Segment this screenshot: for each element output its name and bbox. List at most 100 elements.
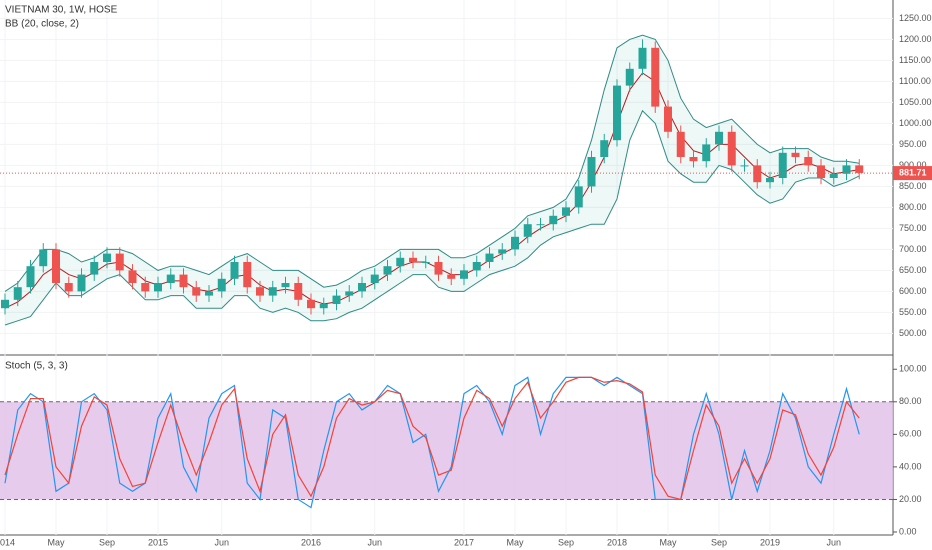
candle-body	[13, 287, 22, 300]
candle-body	[128, 270, 137, 283]
candle-body	[166, 274, 175, 283]
candle-body	[829, 173, 838, 178]
candle-body	[804, 157, 813, 166]
candle-body	[281, 283, 290, 288]
y-tick-label: 1250.00	[899, 13, 932, 23]
candle-body	[766, 178, 774, 183]
candle-body	[817, 165, 825, 178]
candle-body	[472, 262, 481, 271]
candle-body	[549, 215, 558, 225]
candle-body	[192, 287, 201, 296]
candle-body	[625, 68, 634, 86]
bb-lower	[4, 109, 860, 326]
y-tick-label: 100.00	[899, 364, 927, 374]
candle-body	[370, 274, 379, 283]
candle-body	[230, 262, 239, 279]
last-price-label: 881.71	[899, 167, 927, 177]
candle-body	[243, 262, 252, 288]
candle-body	[638, 47, 647, 69]
y-tick-label: 1100.00	[899, 76, 931, 86]
candle-body	[332, 295, 341, 304]
bb-basis	[4, 72, 860, 309]
chart-title: VIETNAM 30, 1W, HOSE	[5, 5, 118, 16]
y-tick-label: 650.00	[899, 265, 927, 275]
candle-body	[740, 165, 749, 167]
stoch-label: Stoch (5, 3, 3)	[5, 361, 68, 372]
candle-body	[434, 262, 443, 275]
candle-body	[664, 106, 672, 132]
candle-body	[115, 253, 124, 271]
y-tick-label: 40.00	[899, 461, 922, 471]
candle-body	[587, 157, 596, 187]
x-tick-label: Jun	[826, 537, 841, 547]
candle-body	[179, 274, 188, 288]
candle-body	[26, 266, 35, 288]
candle-body	[676, 131, 685, 157]
candle-body	[205, 291, 213, 296]
candle-body	[715, 131, 723, 145]
x-tick-label: May	[47, 537, 65, 547]
candle-body	[141, 283, 150, 292]
y-tick-label: 900.00	[899, 160, 927, 170]
x-tick-label: 2016	[301, 537, 321, 547]
candle-body	[383, 266, 392, 275]
x-tick-label: May	[659, 537, 677, 547]
y-tick-label: 950.00	[899, 139, 927, 149]
candle-body	[511, 236, 519, 250]
candle-body	[855, 165, 864, 173]
x-tick-label: 2017	[454, 537, 474, 547]
candle-body	[358, 283, 366, 292]
candle-body	[77, 274, 86, 292]
candle-body	[447, 274, 456, 279]
candle-body	[600, 140, 609, 157]
candle-body	[574, 186, 583, 208]
candle-body	[485, 253, 494, 262]
candle-body	[52, 249, 60, 283]
candle-body	[842, 165, 851, 174]
candle-body	[90, 262, 99, 275]
stoch-k	[4, 376, 860, 509]
bb-fill	[5, 35, 860, 325]
stoch-d	[4, 376, 860, 501]
x-tick-label: Jun	[367, 537, 382, 547]
y-tick-label: 1000.00	[899, 118, 932, 128]
candle-body	[154, 283, 162, 292]
y-tick-label: 60.00	[899, 429, 922, 439]
y-tick-label: 550.00	[899, 307, 927, 317]
candle-body	[562, 207, 570, 216]
x-tick-label: May	[506, 537, 524, 547]
y-tick-label: 500.00	[899, 328, 927, 338]
candle-body	[217, 278, 226, 292]
candle-body	[460, 270, 468, 279]
candle-body	[498, 249, 507, 254]
x-tick-label: 2018	[607, 537, 627, 547]
candle-body	[791, 152, 800, 157]
candle-body	[421, 262, 430, 263]
y-tick-label: 1050.00	[899, 97, 932, 107]
x-tick-label: Sep	[558, 537, 574, 547]
candle-body	[753, 165, 762, 183]
x-tick-label: 2019	[760, 537, 780, 547]
candle-body	[268, 287, 277, 296]
y-tick-label: 800.00	[899, 202, 927, 212]
x-tick-label: Jun	[214, 537, 229, 547]
candle-body	[307, 299, 315, 309]
indicator-label: BB (20, close, 2)	[5, 19, 79, 30]
candle-body	[536, 224, 545, 226]
candle-body	[1, 299, 9, 309]
x-tick-label: Sep	[711, 537, 727, 547]
y-tick-label: 750.00	[899, 223, 927, 233]
candle-body	[103, 253, 111, 262]
candle-body	[523, 224, 532, 237]
y-tick-label: 1200.00	[899, 34, 932, 44]
candle-body	[651, 47, 660, 107]
candle-body	[39, 249, 48, 267]
last-price-tag	[893, 166, 932, 181]
y-tick-label: 600.00	[899, 286, 927, 296]
candle-body	[294, 283, 303, 300]
candle-body	[702, 144, 711, 162]
candle-body	[689, 157, 698, 162]
candle-body	[64, 283, 73, 292]
y-tick-label: 850.00	[899, 181, 927, 191]
y-tick-label: 0.00	[899, 526, 917, 536]
